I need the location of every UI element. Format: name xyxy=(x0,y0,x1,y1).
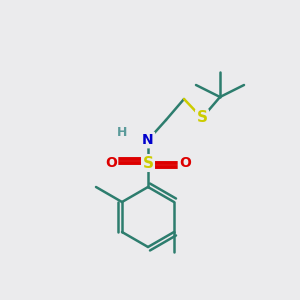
Text: O: O xyxy=(105,156,117,170)
Text: S: S xyxy=(196,110,208,125)
Text: H: H xyxy=(117,125,127,139)
Text: S: S xyxy=(142,155,154,170)
Text: O: O xyxy=(179,156,191,170)
Text: N: N xyxy=(142,133,154,147)
